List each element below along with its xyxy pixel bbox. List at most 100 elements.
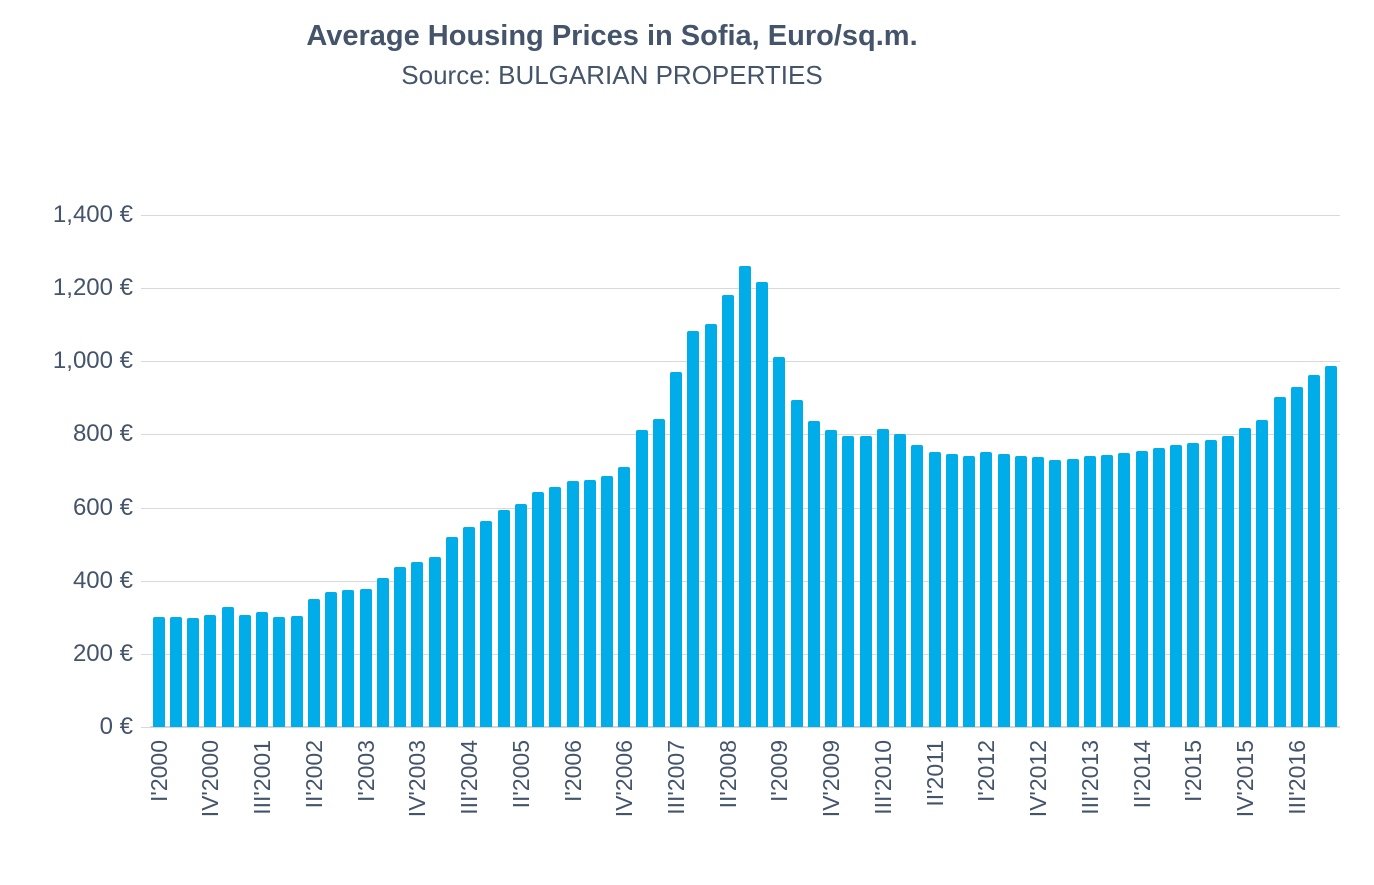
x-axis-label: IV'2015 (1232, 740, 1259, 818)
y-axis-tick (141, 507, 150, 509)
bar (273, 617, 286, 727)
y-axis-label: 200 € (72, 639, 133, 667)
bar (945, 454, 958, 727)
bar (1290, 387, 1303, 727)
y-axis-tick (141, 361, 150, 363)
x-axis-label: III'2004 (456, 740, 483, 815)
bar (1325, 366, 1338, 727)
x-axis-label: III'2016 (1283, 740, 1310, 815)
y-axis-label: 800 € (72, 420, 133, 448)
bar (359, 589, 372, 727)
x-axis-label: I'2006 (559, 740, 586, 802)
x-axis-label: IV'2009 (818, 740, 845, 818)
bar (325, 592, 338, 727)
bar (221, 607, 234, 727)
bar (980, 451, 993, 727)
bar (514, 503, 527, 727)
bar (549, 486, 562, 727)
bar (238, 615, 251, 727)
y-axis-tick (141, 653, 150, 655)
bar (859, 435, 872, 727)
bar (411, 561, 424, 727)
y-axis-label: 0 € (99, 713, 133, 740)
y-axis-label: 1,000 € (52, 347, 133, 375)
y-axis-tick (141, 580, 150, 582)
bar (1239, 428, 1252, 727)
bar (601, 475, 614, 727)
x-axis-label: IV'2012 (1025, 740, 1052, 818)
bar (445, 536, 458, 727)
bar (997, 454, 1010, 727)
bar (721, 295, 734, 727)
bar (532, 491, 545, 727)
bar (1256, 419, 1269, 727)
bar (342, 589, 355, 727)
bar (773, 357, 786, 727)
bar (963, 455, 976, 727)
bar (756, 282, 769, 727)
bar (480, 520, 493, 727)
bar (704, 323, 717, 727)
x-axis-label: II'2008 (714, 740, 741, 809)
x-axis-label: II'2002 (300, 740, 327, 809)
bar (842, 435, 855, 727)
bar (169, 617, 182, 727)
bar (1187, 443, 1200, 727)
x-axis-label: III'2007 (663, 740, 689, 815)
bar (911, 445, 924, 727)
bar (394, 567, 407, 727)
bar (152, 617, 165, 727)
bar (463, 526, 476, 727)
bar (928, 451, 941, 727)
bar (652, 418, 665, 727)
bar (1273, 396, 1286, 727)
bar (566, 481, 579, 727)
bar (290, 616, 303, 727)
x-axis-label: I'2000 (145, 740, 172, 802)
chart-title: Average Housing Prices in Sofia, Euro/sq… (306, 20, 918, 52)
bar (790, 400, 803, 727)
bar (307, 599, 320, 727)
bar (1221, 435, 1234, 727)
gridline (150, 215, 1340, 216)
bar (256, 612, 269, 727)
chart-subtitle: Source: BULGARIAN PROPERTIES (401, 60, 823, 90)
x-axis-label: I'2015 (1180, 740, 1207, 802)
bar (1049, 460, 1062, 727)
bar (1101, 454, 1114, 727)
bar (687, 331, 700, 727)
x-axis-label: II'2005 (507, 740, 534, 809)
y-axis-label: 1,400 € (52, 201, 133, 228)
x-axis-label: III'2010 (869, 740, 896, 815)
x-axis-label: I'2003 (352, 740, 379, 802)
bar (825, 430, 838, 727)
y-axis-label: 600 € (72, 493, 133, 521)
bar (739, 265, 751, 727)
y-axis-tick (141, 727, 150, 728)
bar (583, 479, 596, 727)
bar (894, 433, 907, 727)
y-axis-tick (141, 434, 150, 436)
bar (204, 615, 217, 727)
bar (1135, 450, 1148, 727)
x-axis-label: III'2001 (249, 740, 276, 815)
bar (670, 371, 682, 727)
bar (1118, 453, 1131, 727)
chart-header: Average Housing Prices in Sofia, Euro/sq… (0, 16, 1224, 94)
bar (1152, 447, 1165, 727)
bar (187, 618, 200, 727)
bar (1308, 375, 1321, 727)
bar (635, 429, 648, 727)
bar (807, 420, 820, 727)
x-axis-label: IV'2003 (404, 740, 431, 818)
bar (428, 557, 441, 727)
bar (876, 429, 889, 727)
bar (376, 578, 389, 727)
bar (618, 466, 631, 727)
y-axis-tick (141, 288, 150, 290)
x-axis-label: I'2012 (973, 740, 1000, 802)
bar (1014, 456, 1027, 727)
bar (497, 509, 510, 727)
x-axis-line (150, 726, 1340, 728)
